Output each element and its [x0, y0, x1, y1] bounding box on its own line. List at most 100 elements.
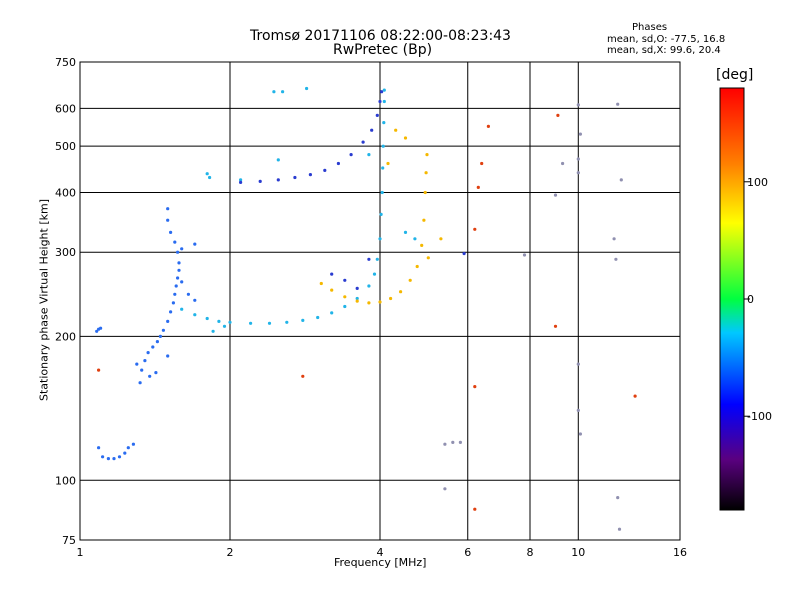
- data-point: [375, 257, 379, 261]
- data-point: [578, 432, 583, 436]
- data-point: [361, 140, 365, 144]
- data-point: [276, 178, 280, 182]
- data-point: [576, 157, 580, 161]
- data-point: [443, 442, 447, 446]
- data-point: [166, 218, 170, 222]
- data-point: [180, 247, 184, 251]
- data-point: [370, 128, 374, 132]
- data-point: [403, 230, 408, 234]
- y-tick-label: 75: [62, 534, 76, 547]
- data-point: [443, 487, 447, 491]
- data-point: [186, 292, 190, 296]
- data-point: [228, 320, 232, 324]
- data-point: [301, 374, 305, 378]
- data-point: [131, 442, 135, 446]
- data-point: [378, 300, 382, 304]
- colorbar-ticks: 100 0 -100: [744, 176, 772, 423]
- data-point: [486, 124, 490, 128]
- data-point: [176, 276, 180, 280]
- data-point: [97, 368, 101, 372]
- data-point: [173, 292, 177, 296]
- data-point: [169, 230, 173, 234]
- chart-title: Tromsø 20171106 08:22:00-08:23:43: [250, 28, 511, 44]
- data-point: [389, 296, 393, 301]
- x-tick-label: 4: [377, 546, 384, 559]
- data-point: [249, 321, 253, 325]
- data-point: [480, 161, 484, 166]
- data-point: [169, 310, 173, 314]
- data-point: [239, 180, 243, 184]
- data-point: [367, 153, 371, 157]
- data-point: [616, 496, 620, 500]
- data-point: [285, 320, 289, 324]
- data-point: [158, 334, 162, 338]
- data-point: [617, 527, 622, 531]
- data-point: [138, 381, 142, 385]
- data-point: [378, 99, 382, 104]
- data-point: [336, 161, 340, 166]
- x-tick-label: 10: [571, 546, 585, 559]
- data-point: [123, 451, 127, 455]
- data-point: [619, 178, 623, 182]
- chart-subtitle: RwPretec (Bp): [333, 42, 433, 58]
- data-point: [382, 121, 386, 125]
- data-point: [424, 171, 428, 175]
- data-point: [425, 153, 429, 157]
- data-point: [95, 329, 99, 333]
- data-point: [143, 359, 147, 363]
- data-point: [205, 316, 209, 321]
- data-point: [476, 185, 480, 189]
- y-tick-label: 400: [55, 186, 76, 199]
- data-point: [155, 340, 159, 344]
- data-point: [399, 290, 403, 294]
- data-point: [319, 281, 323, 286]
- data-point: [171, 301, 175, 305]
- data-point: [355, 296, 359, 301]
- data-point: [578, 132, 583, 136]
- y-tick-label: 100: [55, 474, 76, 487]
- data-point: [616, 102, 620, 106]
- data-point: [177, 261, 181, 265]
- data-point: [381, 144, 385, 148]
- data-point: [211, 329, 215, 333]
- data-point: [473, 227, 477, 231]
- data-point: [614, 257, 618, 261]
- data-point: [386, 161, 390, 166]
- data-point: [420, 243, 424, 247]
- axis-ticks: 1 2 4 6 8 10 16 75 100 200 300 400 500 600 750: [55, 56, 687, 559]
- colorbar-tick-label: 100: [747, 176, 768, 189]
- data-point: [176, 250, 180, 254]
- data-point: [473, 507, 477, 511]
- data-point: [112, 457, 116, 461]
- data-point: [576, 408, 580, 412]
- data-point: [276, 158, 280, 162]
- x-tick-label: 2: [227, 546, 234, 559]
- data-point: [633, 394, 637, 398]
- data-point: [258, 179, 262, 183]
- data-point: [99, 326, 103, 330]
- phases-heading: Phases: [632, 22, 668, 33]
- data-point: [117, 455, 122, 459]
- phases-o-stats: mean, sd,O: -77.5, 16.8: [607, 34, 726, 45]
- data-point: [451, 440, 455, 444]
- data-point: [166, 207, 170, 211]
- data-point: [375, 113, 379, 117]
- data-point: [367, 301, 371, 305]
- data-point: [612, 237, 616, 241]
- data-point: [367, 257, 371, 261]
- data-point: [301, 318, 305, 322]
- data-point: [381, 166, 385, 170]
- data-point: [308, 173, 312, 177]
- data-point: [173, 240, 177, 244]
- data-point: [193, 313, 197, 317]
- data-point: [379, 212, 383, 216]
- x-tick-label: 16: [673, 546, 687, 559]
- data-point: [561, 161, 565, 166]
- data-point: [293, 175, 297, 180]
- data-point: [415, 264, 419, 269]
- data-point: [355, 299, 359, 303]
- data-point: [343, 295, 347, 299]
- data-point: [146, 351, 150, 355]
- data-point: [208, 175, 212, 180]
- data-point: [349, 153, 353, 157]
